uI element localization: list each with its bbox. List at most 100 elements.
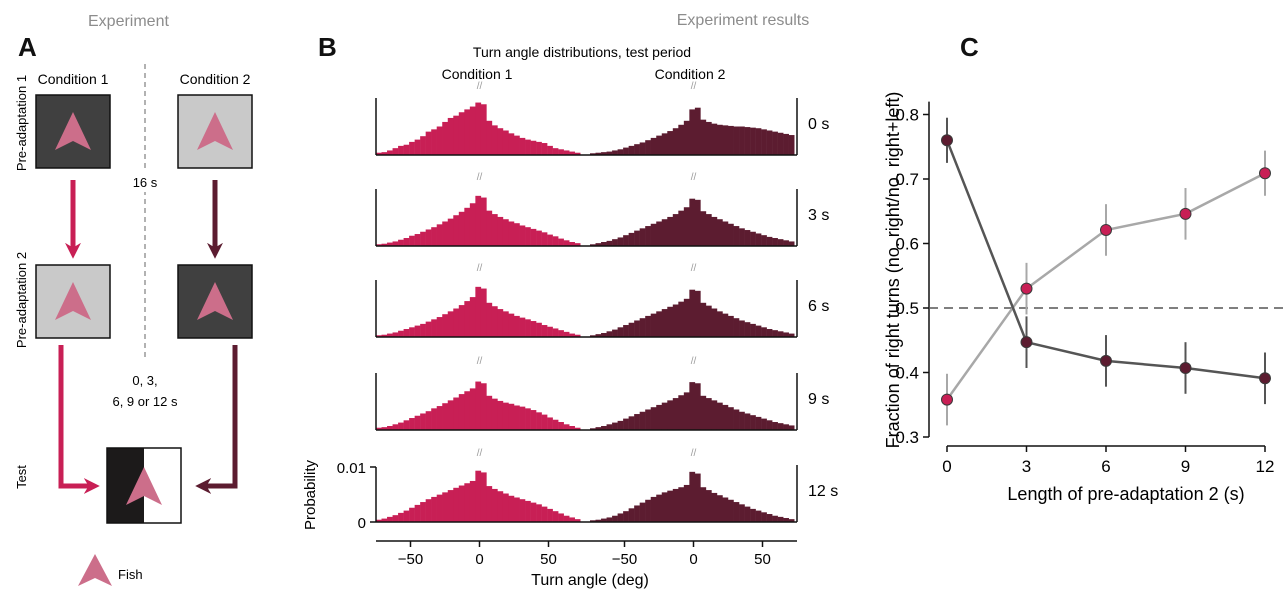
histogram-bar-c1-0s [392,148,399,155]
histogram-bar-c2-0s [711,123,718,155]
histogram-bar-c1-3s [480,197,487,246]
histogram-bar-c2-9s [628,416,635,430]
histogram-bar-c2-6s [595,334,602,337]
histogram-bar-c2-9s [595,427,602,430]
histogram-bar-c1-6s [376,335,382,337]
histogram-bar-c2-3s [761,235,767,246]
histogram-bar-c2-9s [617,420,624,430]
histogram-bar-c2-0s [728,125,734,155]
histogram-bar-c1-12s [453,487,460,522]
histogram-bar-c1-6s [458,305,465,337]
histogram-bar-c1-6s [381,334,388,337]
histogram-bar-c1-6s [442,314,449,337]
c-x-tick-label: 0 [942,457,951,476]
histogram-bar-c2-0s [739,126,745,155]
histogram-bar-c1-0s [425,131,432,155]
data-point-condition-1 [1020,282,1033,295]
axis-break-mark: // [691,81,697,92]
histogram-bar-c1-6s [464,301,471,337]
histogram-bar-c1-0s [414,139,421,155]
histogram-bar-c1-9s [552,419,559,430]
histogram-bar-c2-9s [750,415,756,430]
histogram-bar-c1-0s [469,106,476,155]
histogram-bar-c2-9s [634,414,640,430]
histogram-bar-c1-6s [530,321,537,337]
histogram-bar-c2-0s [639,142,646,155]
panel-b-title: Turn angle distributions, test period [473,44,691,60]
histogram-bar-c2-12s [595,519,602,522]
histogram-bar-c1-9s [425,411,432,430]
histogram-bar-c1-9s [541,414,548,430]
histogram-bar-c1-12s [547,508,553,522]
histogram-bar-c1-3s [502,219,509,246]
data-point-condition-2 [1100,354,1112,367]
axis-break-mark: // [477,356,483,367]
histogram-bar-c1-12s [387,516,393,522]
histogram-bar-c2-0s [788,135,795,155]
histogram-bar-c2-0s [645,140,651,155]
histogram-bar-c2-9s [656,404,663,430]
y-tick-label-bottom: 0 [358,515,366,532]
histogram-bar-c1-3s [398,239,404,246]
histogram-bar-c1-6s [552,328,559,337]
histogram-bar-c2-3s [744,230,751,246]
histogram-bar-c1-3s [442,221,449,246]
histogram-bar-c2-12s [728,499,734,522]
histogram-bar-c2-12s [634,505,640,522]
histogram-bar-c1-3s [458,211,465,246]
histogram-bar-c2-9s [739,411,745,430]
histogram-bar-c2-12s [694,473,701,522]
c-y-tick-label: 0.6 [895,235,919,254]
histogram-bar-c2-6s [656,311,663,337]
histogram-bar-c1-12s [514,497,520,522]
histogram-bar-c1-12s [519,499,526,522]
histogram-bar-c1-12s [480,472,487,522]
histogram-bar-c1-0s [403,144,410,155]
histogram-bar-c2-9s [744,413,751,430]
histogram-bar-c1-6s [409,327,415,337]
histogram-bar-c1-9s [530,410,537,430]
data-point-condition-1 [1179,207,1192,220]
histogram-bar-c1-9s [453,397,460,430]
histogram-bar-c1-3s [530,228,537,246]
histogram-bar-c2-9s [590,428,596,430]
histogram-bar-c1-3s [541,232,548,246]
histogram-bar-c2-12s [705,490,712,522]
histogram-bar-c1-6s [431,319,437,337]
histogram-bar-c2-3s [601,242,607,246]
histogram-bar-c2-9s [716,402,723,430]
histogram-bar-c1-6s [558,330,564,337]
histogram-bar-c1-0s [480,104,487,155]
histogram-bar-c2-12s [716,495,723,522]
histogram-bar-c1-12s [381,518,388,522]
histogram-bar-c2-3s [783,240,789,246]
c-y-tick-label: 0.3 [895,428,919,447]
histogram-bar-c2-6s [590,335,596,337]
histogram-bar-c2-3s [661,219,668,246]
histogram-bar-c1-0s [447,117,454,155]
histogram-bar-c2-12s [739,504,745,522]
histogram-bar-c2-0s [750,127,756,155]
histogram-bar-c2-12s [766,514,773,522]
histogram-bar-c2-3s [645,226,651,246]
histogram-bar-c1-9s [502,402,509,430]
arrow-c1-pre2-to-test [58,345,100,495]
histogram-bar-c1-9s [536,412,542,430]
histogram-bar-c1-6s [414,325,421,337]
c-x-tick-label: 3 [1022,457,1031,476]
condition-1-label: Condition 1 [38,71,109,87]
histogram-bar-c2-9s [772,422,778,430]
histogram-bar-c1-6s [453,308,460,337]
histogram-bar-c2-0s [683,120,690,155]
histogram-bar-c2-6s [750,323,756,337]
histogram-bar-c1-6s [508,313,515,337]
histogram-bar-c2-12s [678,487,685,522]
histogram-bar-c1-6s [502,311,509,337]
histogram-bar-c1-0s [497,128,504,155]
histogram-bar-c2-12s [777,516,784,522]
histogram-bar-c2-0s [783,133,789,155]
histogram-bar-c2-3s [766,236,773,246]
histogram-bar-c1-3s [574,243,581,246]
histogram-bar-c1-0s [514,135,520,155]
histogram-bar-c2-12s [689,471,696,522]
